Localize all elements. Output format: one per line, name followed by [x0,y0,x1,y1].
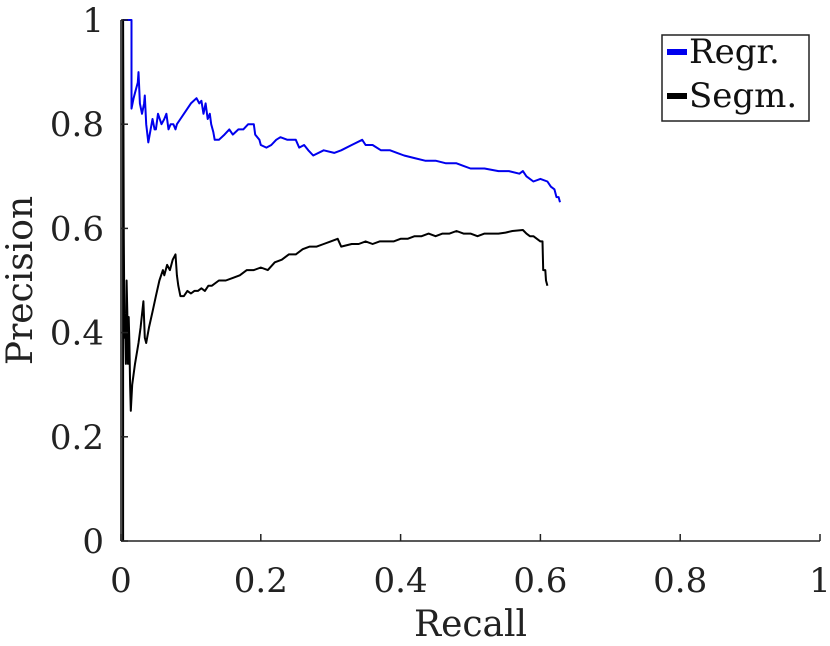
y-tick-label: 1 [82,1,104,41]
legend-box [661,34,810,122]
y-tick-label: 0.8 [50,105,104,145]
series-line-segm [122,19,549,541]
x-tick-label: 0.4 [374,561,428,601]
series-line-regr [123,19,561,203]
x-tick-label: 0.8 [653,561,707,601]
x-axis-label: Recall [414,604,527,645]
x-axis-ticks: 0 0.2 0.4 0.6 0.8 1 [110,534,830,601]
y-tick-label: 0.2 [50,418,104,458]
legend-label-regr: Regr. [689,32,780,72]
x-tick-label: 0.6 [513,561,567,601]
legend: Regr. Segm. [661,32,810,122]
y-axis-ticks: 0 0.2 0.4 0.6 0.8 1 [50,1,128,562]
x-tick-label: 0 [110,561,132,601]
x-tick-label: 0.2 [234,561,288,601]
y-axis-label: Precision [0,196,41,365]
x-tick-label: 1 [809,561,830,601]
legend-swatch-regr [667,49,687,55]
legend-swatch-segm [667,93,687,99]
y-tick-label: 0.6 [50,209,104,249]
plot-lines [122,19,561,541]
legend-label-segm: Segm. [689,76,797,116]
y-tick-label: 0 [82,522,104,562]
axes [120,20,820,542]
y-tick-label: 0.4 [50,314,104,354]
